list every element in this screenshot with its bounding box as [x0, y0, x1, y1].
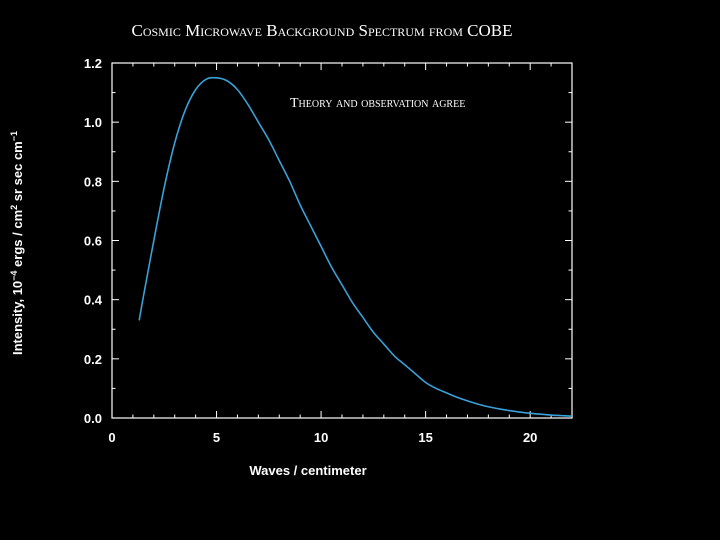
x-tick-label-20: 20	[523, 430, 537, 445]
x-tick-label-0: 0	[108, 430, 115, 445]
y-tick-label-4: 0.8	[84, 174, 102, 189]
y-tick-label-0: 0.0	[84, 411, 102, 426]
y-tick-label-1: 0.2	[84, 352, 102, 367]
x-axis-label: Waves / centimeter	[249, 463, 366, 478]
axis-tick-labels: 0 5 10 15 20 0.0 0.2 0.4 0.6 0.8 1.0 1.2	[84, 56, 537, 445]
y-axis-label-part3: sr sec cm	[10, 141, 25, 205]
y-axis-label-sup1: −4	[9, 271, 19, 281]
x-tick-label-15: 15	[418, 430, 432, 445]
y-axis-label-sup3: −1	[9, 131, 19, 141]
x-tick-label-10: 10	[314, 430, 328, 445]
theory-observation-annotation: Theory and observation agree	[290, 96, 465, 111]
plot-area-frame	[111, 62, 573, 419]
y-axis-label-part1: Intensity, 10	[10, 281, 25, 355]
chart-title: Cosmic Microwave Background Spectrum fro…	[132, 21, 513, 40]
y-axis-label-sup2: 2	[9, 205, 19, 210]
y-tick-label-3: 0.6	[84, 234, 102, 249]
y-axis-label-part2: ergs / cm	[10, 210, 25, 271]
y-tick-label-6: 1.2	[84, 56, 102, 71]
spectrum-series-line	[138, 76, 573, 418]
x-tick-label-5: 5	[213, 430, 220, 445]
y-tick-label-5: 1.0	[84, 115, 102, 130]
y-axis-label: Intensity, 10−4 ergs / cm2 sr sec cm−1	[9, 131, 25, 355]
axis-ticks	[111, 62, 572, 419]
y-tick-label-2: 0.4	[84, 293, 103, 308]
